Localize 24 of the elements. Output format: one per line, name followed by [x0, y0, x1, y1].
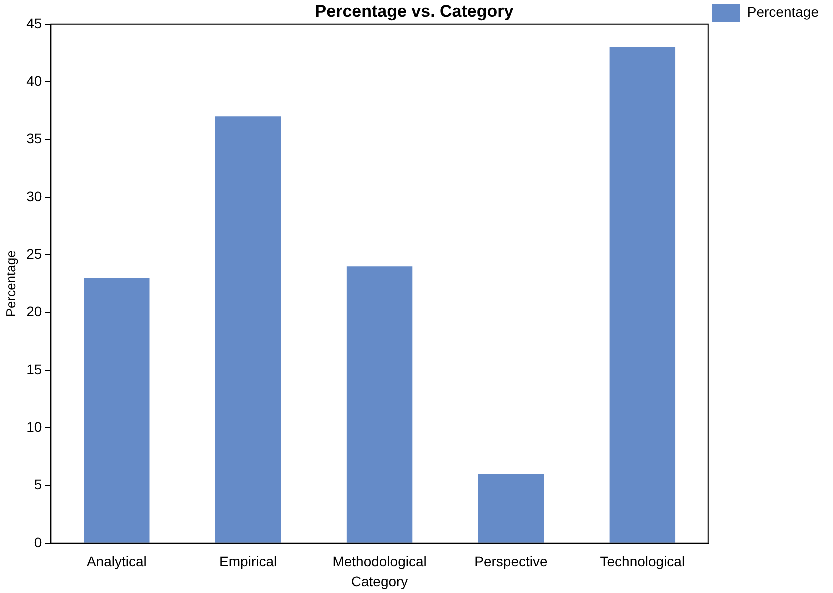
y-tick-label: 20	[26, 304, 42, 320]
y-tick-label: 5	[34, 476, 42, 493]
x-axis-title: Category	[351, 573, 408, 590]
chart-title: Percentage vs. Category	[315, 2, 514, 21]
y-tick-label: 0	[34, 534, 42, 550]
x-tick-label: Empirical	[220, 554, 278, 570]
bar	[478, 474, 544, 543]
x-tick-label: Technological	[600, 554, 686, 570]
bar	[215, 116, 282, 543]
x-tick-label: Perspective	[474, 554, 548, 570]
legend-label: Percentage	[747, 4, 820, 20]
y-tick-label: 25	[26, 246, 42, 262]
y-tick-label: 45	[26, 15, 42, 32]
y-axis-title: Percentage	[3, 250, 18, 318]
x-tick-label: Analytical	[86, 554, 147, 570]
y-tick-label: 40	[26, 72, 42, 89]
y-tick-label: 10	[26, 418, 42, 435]
y-tick-label: 35	[26, 130, 42, 147]
y-tick-label: 30	[26, 188, 42, 204]
bar	[84, 278, 150, 543]
x-tick-label: Methodological	[332, 554, 427, 570]
y-tick-label: 15	[26, 361, 42, 378]
bar	[346, 266, 413, 543]
bar	[610, 47, 676, 543]
